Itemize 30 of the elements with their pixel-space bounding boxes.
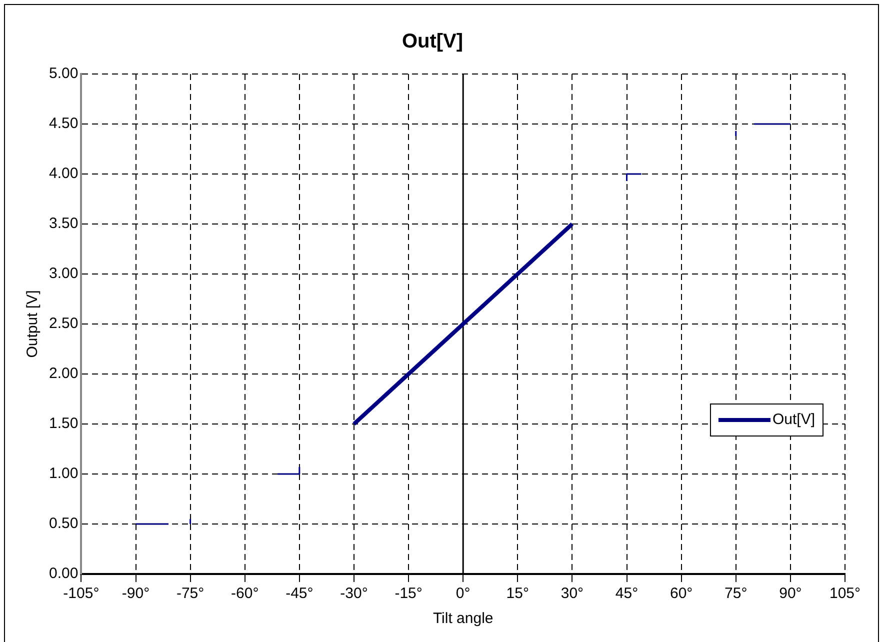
y-axis-title: Output [V] xyxy=(24,290,42,358)
y-tick-label: 1.50 xyxy=(48,415,78,432)
y-tick-label: 0.50 xyxy=(48,515,78,532)
y-tick-label: 4.50 xyxy=(48,115,78,132)
x-tick-label: -75° xyxy=(176,585,204,602)
y-tick-label: 1.00 xyxy=(48,465,78,482)
y-tick-label: 0.00 xyxy=(48,565,78,582)
x-tick-label: 90° xyxy=(779,585,802,602)
x-tick-label: 105° xyxy=(829,585,861,602)
x-tick-label: 0° xyxy=(456,585,470,602)
y-tick-label: 4.00 xyxy=(48,165,78,182)
y-tick-label: 3.50 xyxy=(48,215,78,232)
x-tick-label: -60° xyxy=(231,585,259,602)
x-tick-label: -105° xyxy=(63,585,100,602)
legend-label: Out[V] xyxy=(772,411,816,428)
x-tick-label: -30° xyxy=(340,585,368,602)
y-tick-label: 5.00 xyxy=(48,65,78,82)
x-tick-label: -45° xyxy=(286,585,314,602)
y-tick-label: 2.00 xyxy=(48,365,78,382)
x-tick-label: 75° xyxy=(724,585,748,602)
x-tick-label: 30° xyxy=(560,585,584,602)
x-tick-label: 45° xyxy=(615,585,638,602)
x-axis-title: Tilt angle xyxy=(432,610,494,628)
chart-title: Out[V] xyxy=(402,30,464,53)
x-tick-label: 15° xyxy=(506,585,529,602)
x-tick-label: -15° xyxy=(394,585,422,602)
y-tick-label: 2.50 xyxy=(48,315,78,332)
x-tick-label: 60° xyxy=(670,585,693,602)
y-tick-label: 3.00 xyxy=(48,265,78,282)
x-tick-label: -90° xyxy=(122,585,150,602)
